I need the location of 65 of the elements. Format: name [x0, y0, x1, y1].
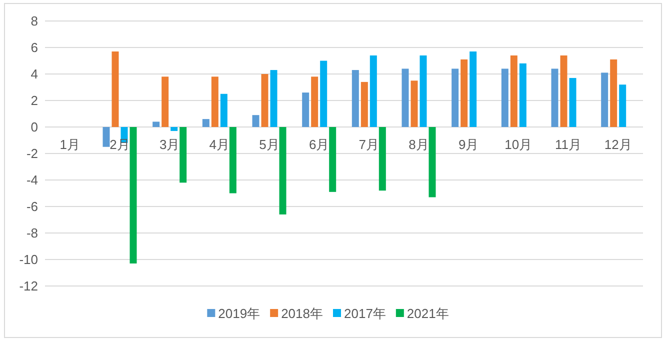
- bar: [320, 60, 328, 127]
- bar: [551, 68, 558, 127]
- bar: [460, 59, 468, 127]
- bar: [501, 68, 508, 127]
- bar: [211, 76, 218, 127]
- y-tick-label: -8: [26, 226, 38, 240]
- bar: [352, 70, 359, 127]
- bar: [378, 127, 386, 191]
- bar: [420, 55, 427, 127]
- legend-label: 2021年: [406, 306, 449, 321]
- bar: [329, 127, 336, 192]
- y-tick-label: 4: [30, 66, 38, 82]
- bar: [560, 55, 568, 127]
- x-tick-label: 1月: [60, 137, 80, 152]
- x-tick-label: 3月: [159, 137, 180, 152]
- bar: [130, 127, 137, 264]
- x-tick-label: 5月: [259, 137, 280, 152]
- x-tick-label: 6月: [308, 137, 330, 152]
- x-tick-label: 7月: [358, 137, 380, 152]
- bar: [162, 76, 169, 127]
- bar: [112, 51, 119, 127]
- x-tick-label: 4月: [209, 137, 230, 152]
- bar: [428, 127, 436, 198]
- bar: [270, 70, 278, 127]
- bar: [261, 74, 268, 127]
- bar: [302, 92, 310, 127]
- legend-label: 2019年: [218, 306, 260, 321]
- bar: [470, 51, 477, 127]
- bar: [170, 127, 178, 131]
- y-tick-label: 6: [30, 40, 38, 55]
- x-tick-label: 11月: [555, 137, 582, 152]
- y-tick-label: -10: [19, 252, 38, 267]
- bar: [619, 84, 626, 127]
- x-tick-label: 12月: [604, 137, 632, 152]
- bar: [152, 122, 160, 127]
- x-tick-label: 8月: [408, 137, 429, 152]
- bar: [610, 59, 618, 127]
- x-tick-label: 10月: [504, 137, 532, 152]
- bar: [220, 94, 228, 127]
- bar: [452, 68, 459, 127]
- bar: [202, 119, 210, 127]
- y-tick-label: -2: [26, 146, 38, 161]
- bar: [252, 115, 260, 127]
- bar: [279, 127, 286, 214]
- bar: [510, 55, 518, 127]
- bar: [229, 127, 236, 194]
- bar: [601, 72, 608, 127]
- bar: [569, 78, 576, 127]
- y-tick-label: -6: [26, 199, 38, 214]
- x-tick-label: 9月: [458, 137, 479, 152]
- bar: [402, 68, 409, 127]
- bar: [311, 76, 318, 127]
- bar: [519, 63, 526, 127]
- y-tick-label: 2: [30, 93, 38, 108]
- bar: [180, 127, 187, 183]
- bar: [360, 82, 368, 127]
- y-tick-label: -4: [26, 172, 38, 188]
- y-tick-label: 0: [30, 120, 38, 134]
- y-tick-label: -12: [19, 278, 38, 294]
- legend-label: 2018年: [281, 306, 323, 321]
- bar: [102, 127, 110, 147]
- bar: [410, 80, 418, 127]
- legend-label: 2017年: [344, 306, 386, 321]
- y-tick-label: 8: [30, 14, 38, 28]
- bar: [370, 55, 377, 127]
